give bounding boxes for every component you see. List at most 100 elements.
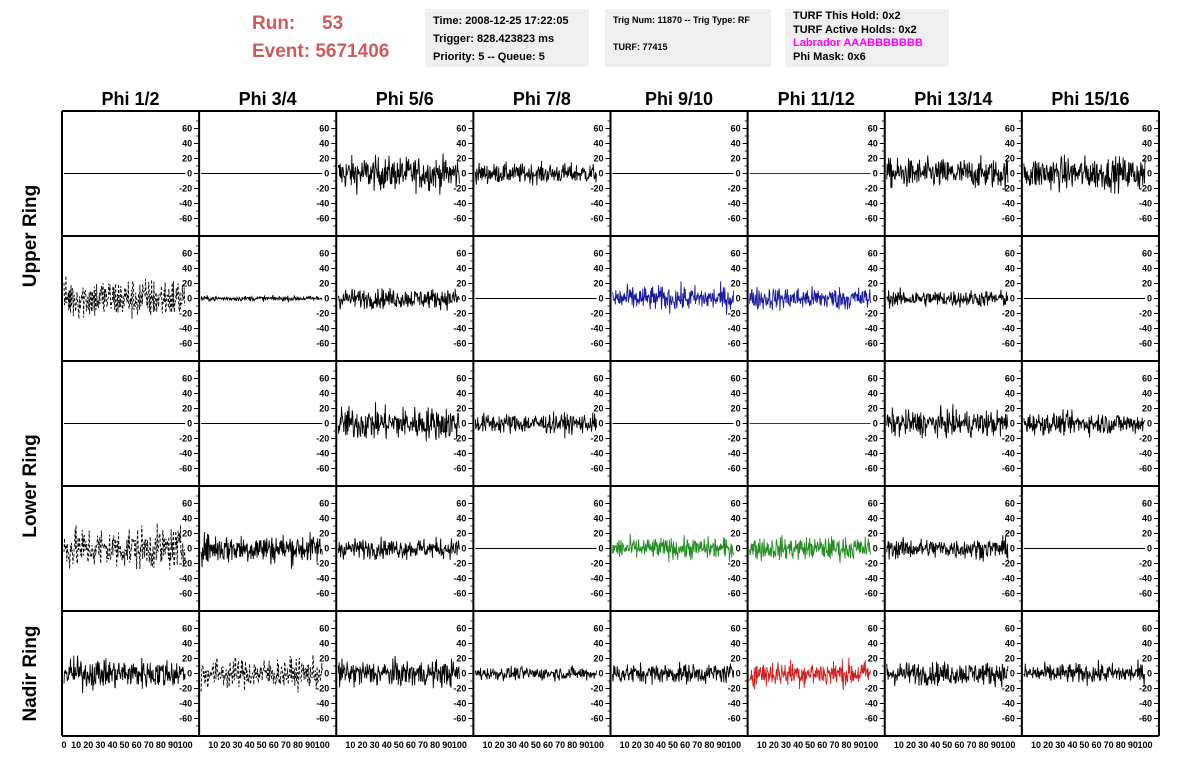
x-tick-label: 10: [894, 740, 904, 750]
waveform-trace: [886, 404, 1009, 439]
y-tick-label: 40: [182, 139, 192, 149]
y-tick-label: -60: [1002, 214, 1015, 224]
y-tick-label: -20: [1139, 559, 1152, 569]
y-tick-label: -20: [1139, 309, 1152, 319]
y-tick-label: -20: [590, 184, 603, 194]
y-tick-label: 0: [1010, 419, 1015, 429]
y-tick-label: 20: [593, 654, 603, 664]
y-tick-label: 20: [868, 279, 878, 289]
y-tick-label: -40: [316, 324, 329, 334]
y-tick-label: -40: [316, 199, 329, 209]
y-tick-label: -40: [865, 449, 878, 459]
y-tick-label: 40: [731, 264, 741, 274]
ring-label: Lower Ring: [20, 434, 41, 537]
y-tick-label: -60: [453, 464, 466, 474]
y-tick-label: -60: [179, 714, 192, 724]
y-tick-label: 60: [1005, 249, 1015, 259]
y-tick-label: 20: [731, 279, 741, 289]
x-tick-label: 30: [644, 740, 654, 750]
y-tick-label: -60: [728, 589, 741, 599]
column-header: Phi 9/10: [645, 89, 713, 109]
x-tick-label: 60: [269, 740, 279, 750]
y-tick-label: 40: [182, 639, 192, 649]
y-tick-label: 40: [456, 139, 466, 149]
x-tick-label: 20: [1043, 740, 1053, 750]
y-tick-label: -20: [179, 184, 192, 194]
y-tick-label: -20: [728, 684, 741, 694]
y-tick-label: 20: [593, 404, 603, 414]
y-tick-label: 60: [182, 249, 192, 259]
y-tick-label: 20: [456, 654, 466, 664]
x-tick-label: 60: [817, 740, 827, 750]
trig-num-text: Trig Num: 11870 -- Trig Type: RF: [613, 15, 750, 25]
y-tick-label: 20: [1005, 279, 1015, 289]
y-tick-label: -20: [728, 434, 741, 444]
y-tick-label: -40: [728, 449, 741, 459]
y-tick-label: -20: [316, 309, 329, 319]
y-tick-label: 60: [1142, 249, 1152, 259]
y-tick-label: -60: [1139, 214, 1152, 224]
y-tick-label: 0: [187, 419, 192, 429]
y-tick-label: 0: [324, 419, 329, 429]
x-tick-label: 30: [1055, 740, 1065, 750]
x-tick-label: 90: [305, 740, 315, 750]
y-tick-label: -20: [728, 309, 741, 319]
waveform-trace: [337, 536, 460, 561]
waveform-trace: [337, 288, 460, 311]
x-tick-label: 70: [967, 740, 977, 750]
column-header: Phi 7/8: [513, 89, 571, 109]
x-tick-label: 20: [495, 740, 505, 750]
y-tick-label: 20: [731, 654, 741, 664]
x-tick-label: 100: [589, 740, 604, 750]
y-tick-label: -20: [728, 184, 741, 194]
x-tick-label: 80: [842, 740, 852, 750]
y-tick-label: 0: [1147, 169, 1152, 179]
y-tick-label: 0: [324, 169, 329, 179]
y-tick-label: -20: [590, 559, 603, 569]
y-tick-label: 0: [736, 669, 741, 679]
y-tick-label: -40: [179, 449, 192, 459]
y-tick-label: 60: [593, 499, 603, 509]
y-tick-label: -40: [453, 574, 466, 584]
turf-text: TURF: 77415: [613, 42, 668, 52]
y-tick-label: 0: [736, 294, 741, 304]
y-tick-label: -20: [1002, 559, 1015, 569]
x-tick-label: 30: [370, 740, 380, 750]
y-tick-label: -40: [1139, 324, 1152, 334]
y-tick-label: 0: [1147, 544, 1152, 554]
y-tick-label: 40: [456, 389, 466, 399]
y-tick-label: 20: [868, 404, 878, 414]
y-tick-label: 40: [182, 514, 192, 524]
y-tick-label: 20: [731, 404, 741, 414]
y-tick-label: 60: [731, 124, 741, 134]
y-tick-label: 40: [1142, 264, 1152, 274]
y-tick-label: 60: [868, 374, 878, 384]
x-tick-label: 10: [345, 740, 355, 750]
x-tick-label: 80: [293, 740, 303, 750]
x-tick-label: 40: [519, 740, 529, 750]
waveform-trace: [749, 657, 872, 691]
y-tick-label: -60: [865, 589, 878, 599]
y-tick-label: -20: [1139, 684, 1152, 694]
y-tick-label: 60: [456, 124, 466, 134]
x-tick-label: 60: [680, 740, 690, 750]
y-tick-label: 0: [598, 294, 603, 304]
y-tick-label: -40: [728, 199, 741, 209]
waveform-trace: [1023, 659, 1146, 687]
y-tick-label: 20: [868, 529, 878, 539]
x-tick-label: 20: [769, 740, 779, 750]
y-tick-label: 20: [182, 279, 192, 289]
y-tick-label: 40: [319, 639, 329, 649]
y-tick-label: -60: [1139, 339, 1152, 349]
y-tick-label: -60: [865, 339, 878, 349]
y-tick-label: 20: [319, 279, 329, 289]
x-tick-label: 100: [1000, 740, 1015, 750]
y-tick-label: 20: [319, 404, 329, 414]
waveform-trace: [886, 535, 1009, 562]
y-tick-label: 40: [182, 389, 192, 399]
y-tick-label: -40: [316, 449, 329, 459]
y-tick-label: -40: [865, 324, 878, 334]
y-tick-label: -20: [316, 184, 329, 194]
run-event-box: Run: 53 Event: 5671406: [252, 10, 389, 66]
